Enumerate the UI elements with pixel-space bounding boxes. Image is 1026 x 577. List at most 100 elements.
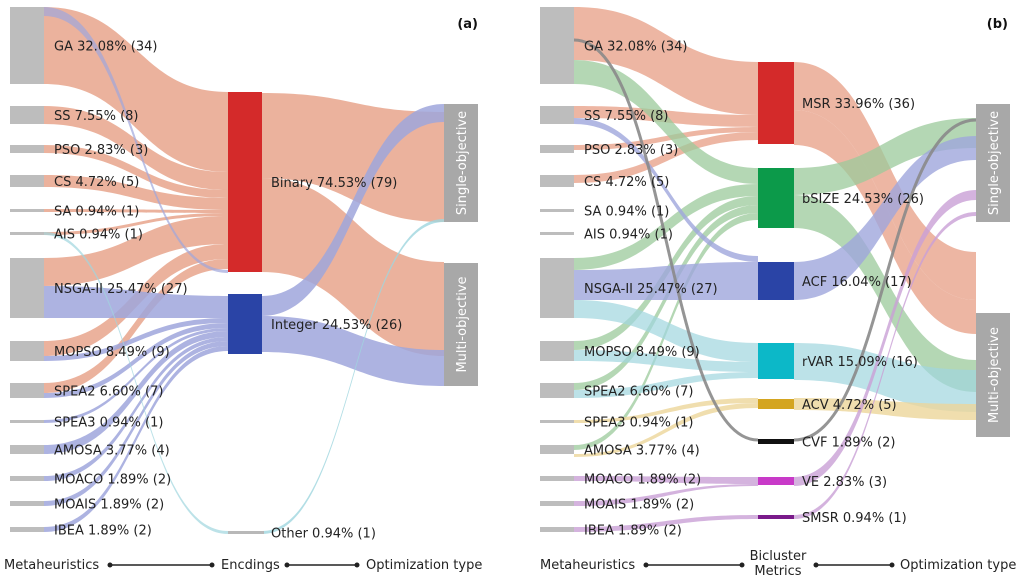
target-node-multi-objective xyxy=(976,313,1010,437)
panel-b: Single-objective Multi-objective GA 32.08… xyxy=(540,7,1016,577)
source-node-mopso xyxy=(10,341,44,361)
flow-link xyxy=(794,118,976,195)
labels-b: GA 32.08% (34) SS 7.55% (8) PSO 2.83% (3) C… xyxy=(584,40,924,539)
labels-a: GA 32.08% (34) SS 7.55% (8) PSO 2.83% (3) C… xyxy=(54,40,402,542)
stage-axis-dot xyxy=(643,562,649,568)
source-node-amosa xyxy=(10,445,44,454)
source-label-pso: PSO 2.83% (3) xyxy=(584,143,678,158)
flow-link xyxy=(574,127,758,150)
source-label-sa: SA 0.94% (1) xyxy=(584,205,669,220)
source-label-mopso: MOPSO 8.49% (9) xyxy=(54,345,170,360)
source-label-spea3: SPEA3 0.94% (1) xyxy=(54,416,163,431)
flow-link xyxy=(44,337,228,481)
flow-link xyxy=(44,213,228,235)
source-node-pso xyxy=(540,145,574,153)
flow-link xyxy=(574,476,758,484)
stage-axis-dot xyxy=(284,562,290,568)
source-label-spea2: SPEA2 6.60% (7) xyxy=(54,385,163,400)
source-label-moaco: MOACO 1.89% (2) xyxy=(584,473,701,488)
source-label-moais: MOAIS 1.89% (2) xyxy=(584,498,694,513)
flow-link xyxy=(794,212,976,519)
source-node-ga xyxy=(10,7,44,84)
flow-link xyxy=(574,350,758,372)
source-node-spea2 xyxy=(540,383,574,398)
source-label-ss: SS 7.55% (8) xyxy=(54,109,138,124)
source-node-ais xyxy=(540,232,574,235)
source-label-ibea: IBEA 1.89% (2) xyxy=(584,524,682,539)
flow-link xyxy=(794,195,976,392)
middle-node-msr xyxy=(758,62,794,144)
stage-axis-dot xyxy=(739,562,745,568)
target-label-single-objective: Single-objective xyxy=(987,111,1002,215)
source-label-ss: SS 7.55% (8) xyxy=(584,109,668,124)
source-label-ais: AIS 0.94% (1) xyxy=(584,228,673,243)
stage-title-optimization-type: Optimization type xyxy=(900,558,1016,573)
source-node-spea2 xyxy=(10,383,44,398)
stage-title-metaheuristics: Metaheuristics xyxy=(540,558,635,573)
flow-link xyxy=(574,484,758,506)
source-label-moaco: MOACO 1.89% (2) xyxy=(54,473,171,488)
flow-link xyxy=(794,62,976,300)
middle-node-cvf xyxy=(758,439,794,444)
middle-label-smsr: SMSR 0.94% (1) xyxy=(802,511,907,526)
source-label-pso: PSO 2.83% (3) xyxy=(54,143,148,158)
source-node-moaco xyxy=(540,476,574,481)
source-node-ss xyxy=(10,106,44,124)
target-node-single-objective xyxy=(976,104,1010,222)
middle-node-smsr xyxy=(758,515,794,519)
middle-node-integer xyxy=(228,294,262,354)
source-label-nsga-ii: NSGA-II 25.47% (27) xyxy=(54,282,188,297)
source-node-ga xyxy=(540,7,574,84)
stage-axis-b: Metaheuristics Bicluster Metrics Optimiza… xyxy=(540,549,1016,577)
middle-label-acv: ACV 4.72% (5) xyxy=(802,398,897,413)
source-node-pso xyxy=(10,145,44,153)
target-label-multi-objective: Multi-objective xyxy=(987,327,1002,423)
middle-node-acv xyxy=(758,399,794,409)
source-label-nsga-ii: NSGA-II 25.47% (27) xyxy=(584,282,718,297)
flow-link xyxy=(574,60,758,184)
flow-link xyxy=(44,209,228,213)
source-node-amosa xyxy=(540,445,574,454)
source-label-moais: MOAIS 1.89% (2) xyxy=(54,498,164,513)
flow-link xyxy=(573,38,759,442)
source-label-ga: GA 32.08% (34) xyxy=(584,40,688,55)
target-node-multi-objective xyxy=(444,263,478,386)
middle-label-rvar: rVAR 15.09% (16) xyxy=(802,355,918,370)
stage-title-bicluster-metrics: Bicluster Metrics xyxy=(750,549,807,577)
stage-title-metaheuristics: Metaheuristics xyxy=(4,558,99,573)
flow-link xyxy=(794,343,976,412)
middle-node-ve xyxy=(758,477,794,485)
source-label-cs: CS 4.72% (5) xyxy=(584,175,669,190)
middle-node-rvar xyxy=(758,343,794,379)
source-label-spea2: SPEA2 6.60% (7) xyxy=(584,385,693,400)
middle-label-bsize: bSIZE 24.53% (26) xyxy=(802,192,924,207)
middle-node-acf xyxy=(758,262,794,300)
flow-link xyxy=(44,341,228,506)
source-node-moais xyxy=(540,501,574,506)
flow-link xyxy=(794,136,976,300)
flow-link xyxy=(44,286,228,318)
source-node-mopso xyxy=(540,341,574,361)
nodes-a: Single-objective Multi-objective xyxy=(10,7,478,534)
flow-link xyxy=(44,232,228,534)
flow-link xyxy=(574,132,758,183)
target-node-single-objective xyxy=(444,104,478,222)
stage-axis-dot xyxy=(354,562,360,568)
source-label-amosa: AMOSA 3.77% (4) xyxy=(584,444,700,459)
flow-link xyxy=(574,262,758,300)
source-label-amosa: AMOSA 3.77% (4) xyxy=(54,444,170,459)
middle-label-cvf: CVF 1.89% (2) xyxy=(802,436,895,451)
middle-label-acf: ACF 16.04% (17) xyxy=(802,275,912,290)
stage-title-optimization-type: Optimization type xyxy=(366,558,482,573)
panel-a-tag: (a) xyxy=(457,17,478,32)
source-node-moaco xyxy=(10,476,44,481)
flow-link xyxy=(44,175,228,210)
flow-link xyxy=(44,145,228,198)
links-b xyxy=(573,7,977,532)
middle-node-bsize xyxy=(758,168,794,228)
flow-link xyxy=(262,104,444,316)
source-label-spea3: SPEA3 0.94% (1) xyxy=(584,416,693,431)
source-node-moais xyxy=(10,501,44,506)
stage-axis-dot xyxy=(209,562,215,568)
